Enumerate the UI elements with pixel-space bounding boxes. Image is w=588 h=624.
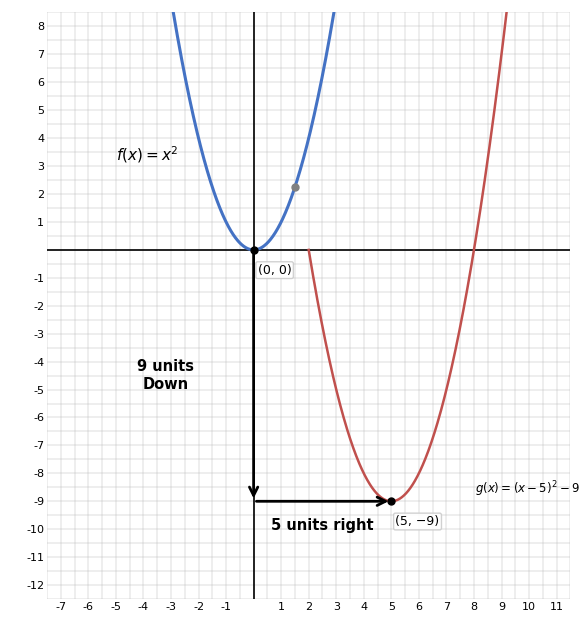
Text: 5 units right: 5 units right	[271, 518, 374, 533]
Text: $g(x) = (x - 5)^2 - 9$: $g(x) = (x - 5)^2 - 9$	[475, 479, 580, 499]
Text: $f(x) = x^2$: $f(x) = x^2$	[116, 144, 178, 165]
Text: 9 units
Down: 9 units Down	[137, 359, 194, 392]
Text: (5, −9): (5, −9)	[396, 515, 440, 528]
Text: (0, 0): (0, 0)	[258, 263, 292, 276]
